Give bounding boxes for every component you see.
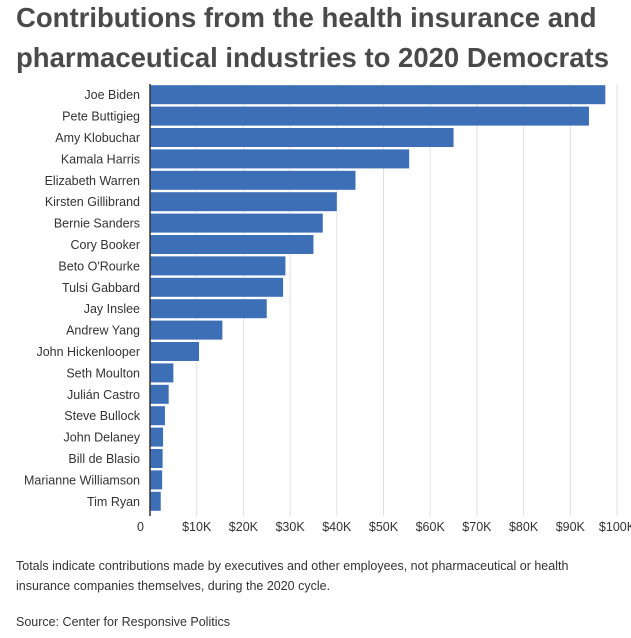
x-tick-label: $80K	[509, 520, 539, 534]
category-label: Andrew Yang	[66, 324, 140, 338]
category-label: Steve Bullock	[64, 409, 140, 423]
bar	[150, 235, 314, 254]
category-labels: Joe Biden Pete Buttigieg Amy Klobuchar Kama…	[24, 88, 141, 509]
category-label: Kirsten Gillibrand	[45, 195, 140, 209]
x-tick-label: $90K	[556, 520, 586, 534]
category-label: Tim Ryan	[87, 495, 140, 509]
category-label: Marianne Williamson	[24, 473, 140, 487]
category-label: John Hickenlooper	[36, 345, 140, 359]
category-label: Amy Klobuchar	[55, 131, 140, 145]
category-label: Beto O'Rourke	[58, 259, 140, 273]
bar	[150, 406, 165, 426]
bar	[150, 342, 200, 361]
x-tick-label: $70K	[462, 520, 492, 534]
category-label: Elizabeth Warren	[45, 174, 140, 188]
x-tick-label: $100K	[599, 520, 631, 534]
bar	[150, 106, 589, 126]
x-axis-tick-labels: 0 $10K $20K $30K $40K $50K $60K $70K $80K $90K $10…	[137, 520, 631, 534]
chart-title: Contributions from the health insurance …	[16, 2, 610, 73]
x-tick-label: $10K	[182, 520, 212, 534]
bar	[150, 149, 410, 169]
x-tick-label: $20K	[229, 520, 259, 534]
bar	[150, 491, 161, 511]
x-tick-label: 0	[137, 520, 144, 534]
bar	[150, 470, 163, 490]
bar	[150, 85, 606, 105]
bar	[150, 449, 163, 468]
footnote: Totals indicate contributions made by ex…	[16, 559, 569, 593]
bar	[150, 170, 356, 190]
bar	[150, 384, 169, 404]
bar	[150, 363, 174, 383]
category-label: Julián Castro	[67, 388, 140, 402]
bar	[150, 213, 323, 233]
bar	[150, 427, 164, 447]
bars	[150, 85, 606, 511]
category-label: Tulsi Gabbard	[62, 281, 140, 295]
category-label: Seth Moulton	[66, 366, 140, 380]
x-tick-label: $40K	[322, 520, 352, 534]
category-label: John Delaney	[64, 431, 141, 445]
x-tick-label: $60K	[416, 520, 446, 534]
source-credit: Source: Center for Responsive Politics	[16, 615, 230, 629]
x-tick-label: $30K	[275, 520, 305, 534]
category-label: Cory Booker	[71, 238, 140, 252]
x-tick-label: $50K	[369, 520, 399, 534]
bar	[150, 128, 454, 147]
category-label: Joe Biden	[84, 88, 140, 102]
category-label: Jay Inslee	[84, 302, 140, 316]
category-label: Pete Buttigieg	[62, 110, 140, 124]
bar	[150, 299, 267, 319]
bar	[150, 277, 284, 297]
category-label: Bernie Sanders	[54, 217, 140, 231]
bar-chart: Joe Biden Pete Buttigieg Amy Klobuchar Kama…	[24, 84, 631, 534]
bar	[150, 192, 337, 212]
category-label: Bill de Blasio	[68, 452, 140, 466]
category-label: Kamala Harris	[61, 152, 140, 166]
bar	[150, 320, 223, 340]
bar	[150, 256, 286, 276]
